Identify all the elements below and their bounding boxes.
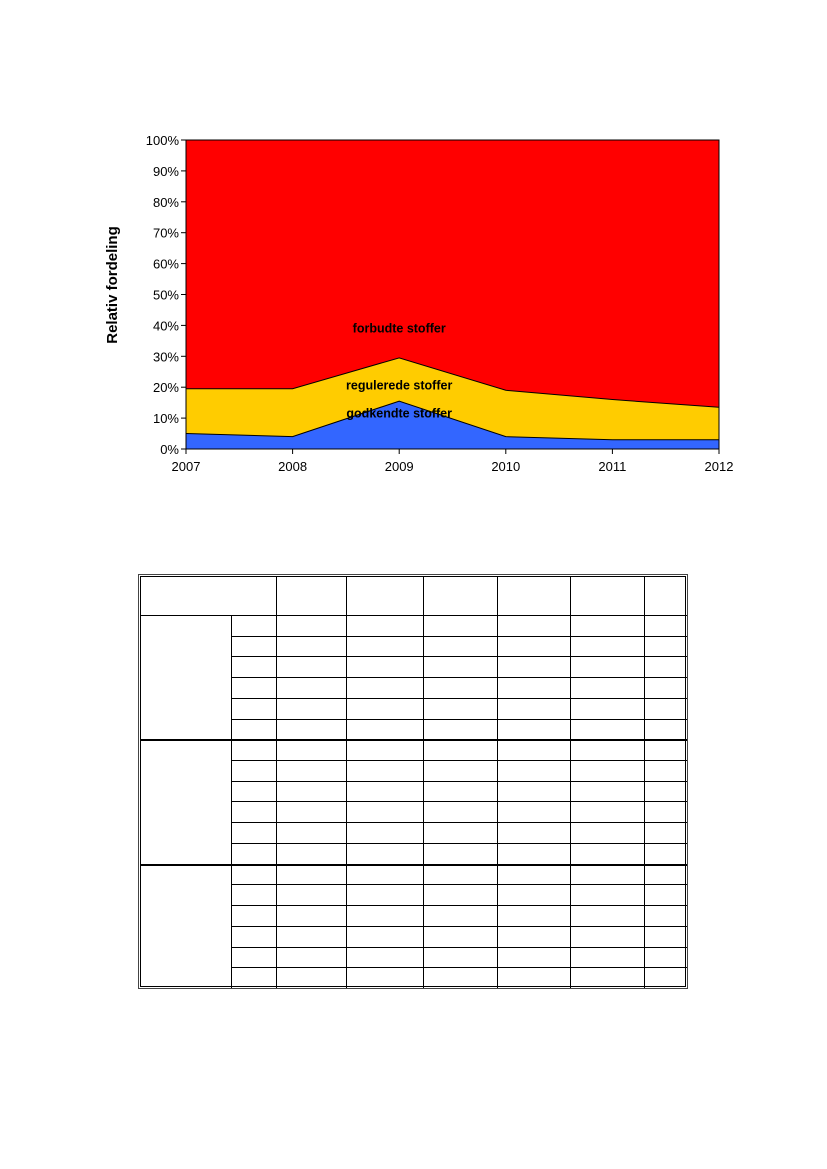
y-axis: 0% 10% 20% 30% 40% 50% 60% 70% 80% 90% 100% xyxy=(146,133,186,457)
table-row-line xyxy=(231,967,687,968)
y-tick-label: 10% xyxy=(153,411,179,426)
y-tick-label: 40% xyxy=(153,318,179,333)
area-regulerede-stoffer xyxy=(186,357,719,440)
table-group-line xyxy=(141,739,687,741)
series-label: regulerede stoffer xyxy=(346,379,452,393)
table-column-line xyxy=(570,577,571,988)
series-labels: godkendte stoffer regulerede stoffer forbu… xyxy=(346,321,452,420)
table-header-line xyxy=(141,615,687,616)
table-group-line xyxy=(141,864,687,866)
empty-data-table xyxy=(138,574,688,989)
table-row-line xyxy=(231,760,687,761)
y-tick-label: 50% xyxy=(153,288,179,303)
series-label: godkendte stoffer xyxy=(346,406,452,420)
series-boundary-line xyxy=(185,400,719,441)
x-tick-label: 2007 xyxy=(172,459,201,474)
y-tick-label: 70% xyxy=(153,226,179,241)
stacked-area-chart: 0%10%20%30%40%50%60%70%80%90%100% 2007 20… xyxy=(104,133,734,474)
y-tick-label: 30% xyxy=(153,349,179,364)
y-tick-label: 0% xyxy=(160,442,179,457)
x-tick-label: 2011 xyxy=(598,459,626,474)
table-row-line xyxy=(231,781,687,782)
table-row-line xyxy=(231,698,687,699)
area-godkendte-stoffer xyxy=(186,401,719,449)
x-tick-label: 2010 xyxy=(491,459,520,474)
x-tick-label: 2008 xyxy=(278,459,307,474)
series-label: forbudte stoffer xyxy=(353,321,446,335)
y-tick-label: 90% xyxy=(153,164,179,179)
table-column-line xyxy=(497,577,498,988)
table-row-line xyxy=(231,719,687,720)
area-series-group xyxy=(185,139,720,450)
table-row-line xyxy=(231,822,687,823)
y-tick-label: 100% xyxy=(146,133,180,148)
table-row-line xyxy=(231,926,687,927)
area-forbudte-stoffer xyxy=(186,140,719,408)
y-tick-label: 20% xyxy=(153,380,179,395)
table-column-line xyxy=(276,577,277,988)
table-row-line xyxy=(231,677,687,678)
table-row-line xyxy=(231,801,687,802)
series-boundary-line xyxy=(186,357,720,408)
table-column-line xyxy=(346,577,347,988)
y-tick-label: 80% xyxy=(153,195,179,210)
table-row-line xyxy=(231,947,687,948)
x-axis: 2007 2008 2009 2010 2011 2012 xyxy=(172,449,734,474)
table-row-line xyxy=(231,656,687,657)
y-axis-title: Relativ fordeling xyxy=(104,226,121,344)
table-row-line xyxy=(231,843,687,844)
x-tick-label: 2009 xyxy=(385,459,414,474)
table-row-line xyxy=(231,636,687,637)
y-tick-label: 60% xyxy=(153,257,179,272)
x-tick-label: 2012 xyxy=(705,459,734,474)
table-column-line xyxy=(423,577,424,988)
table-row-line xyxy=(231,905,687,906)
table-row-line xyxy=(231,884,687,885)
table-column-line xyxy=(644,577,645,988)
